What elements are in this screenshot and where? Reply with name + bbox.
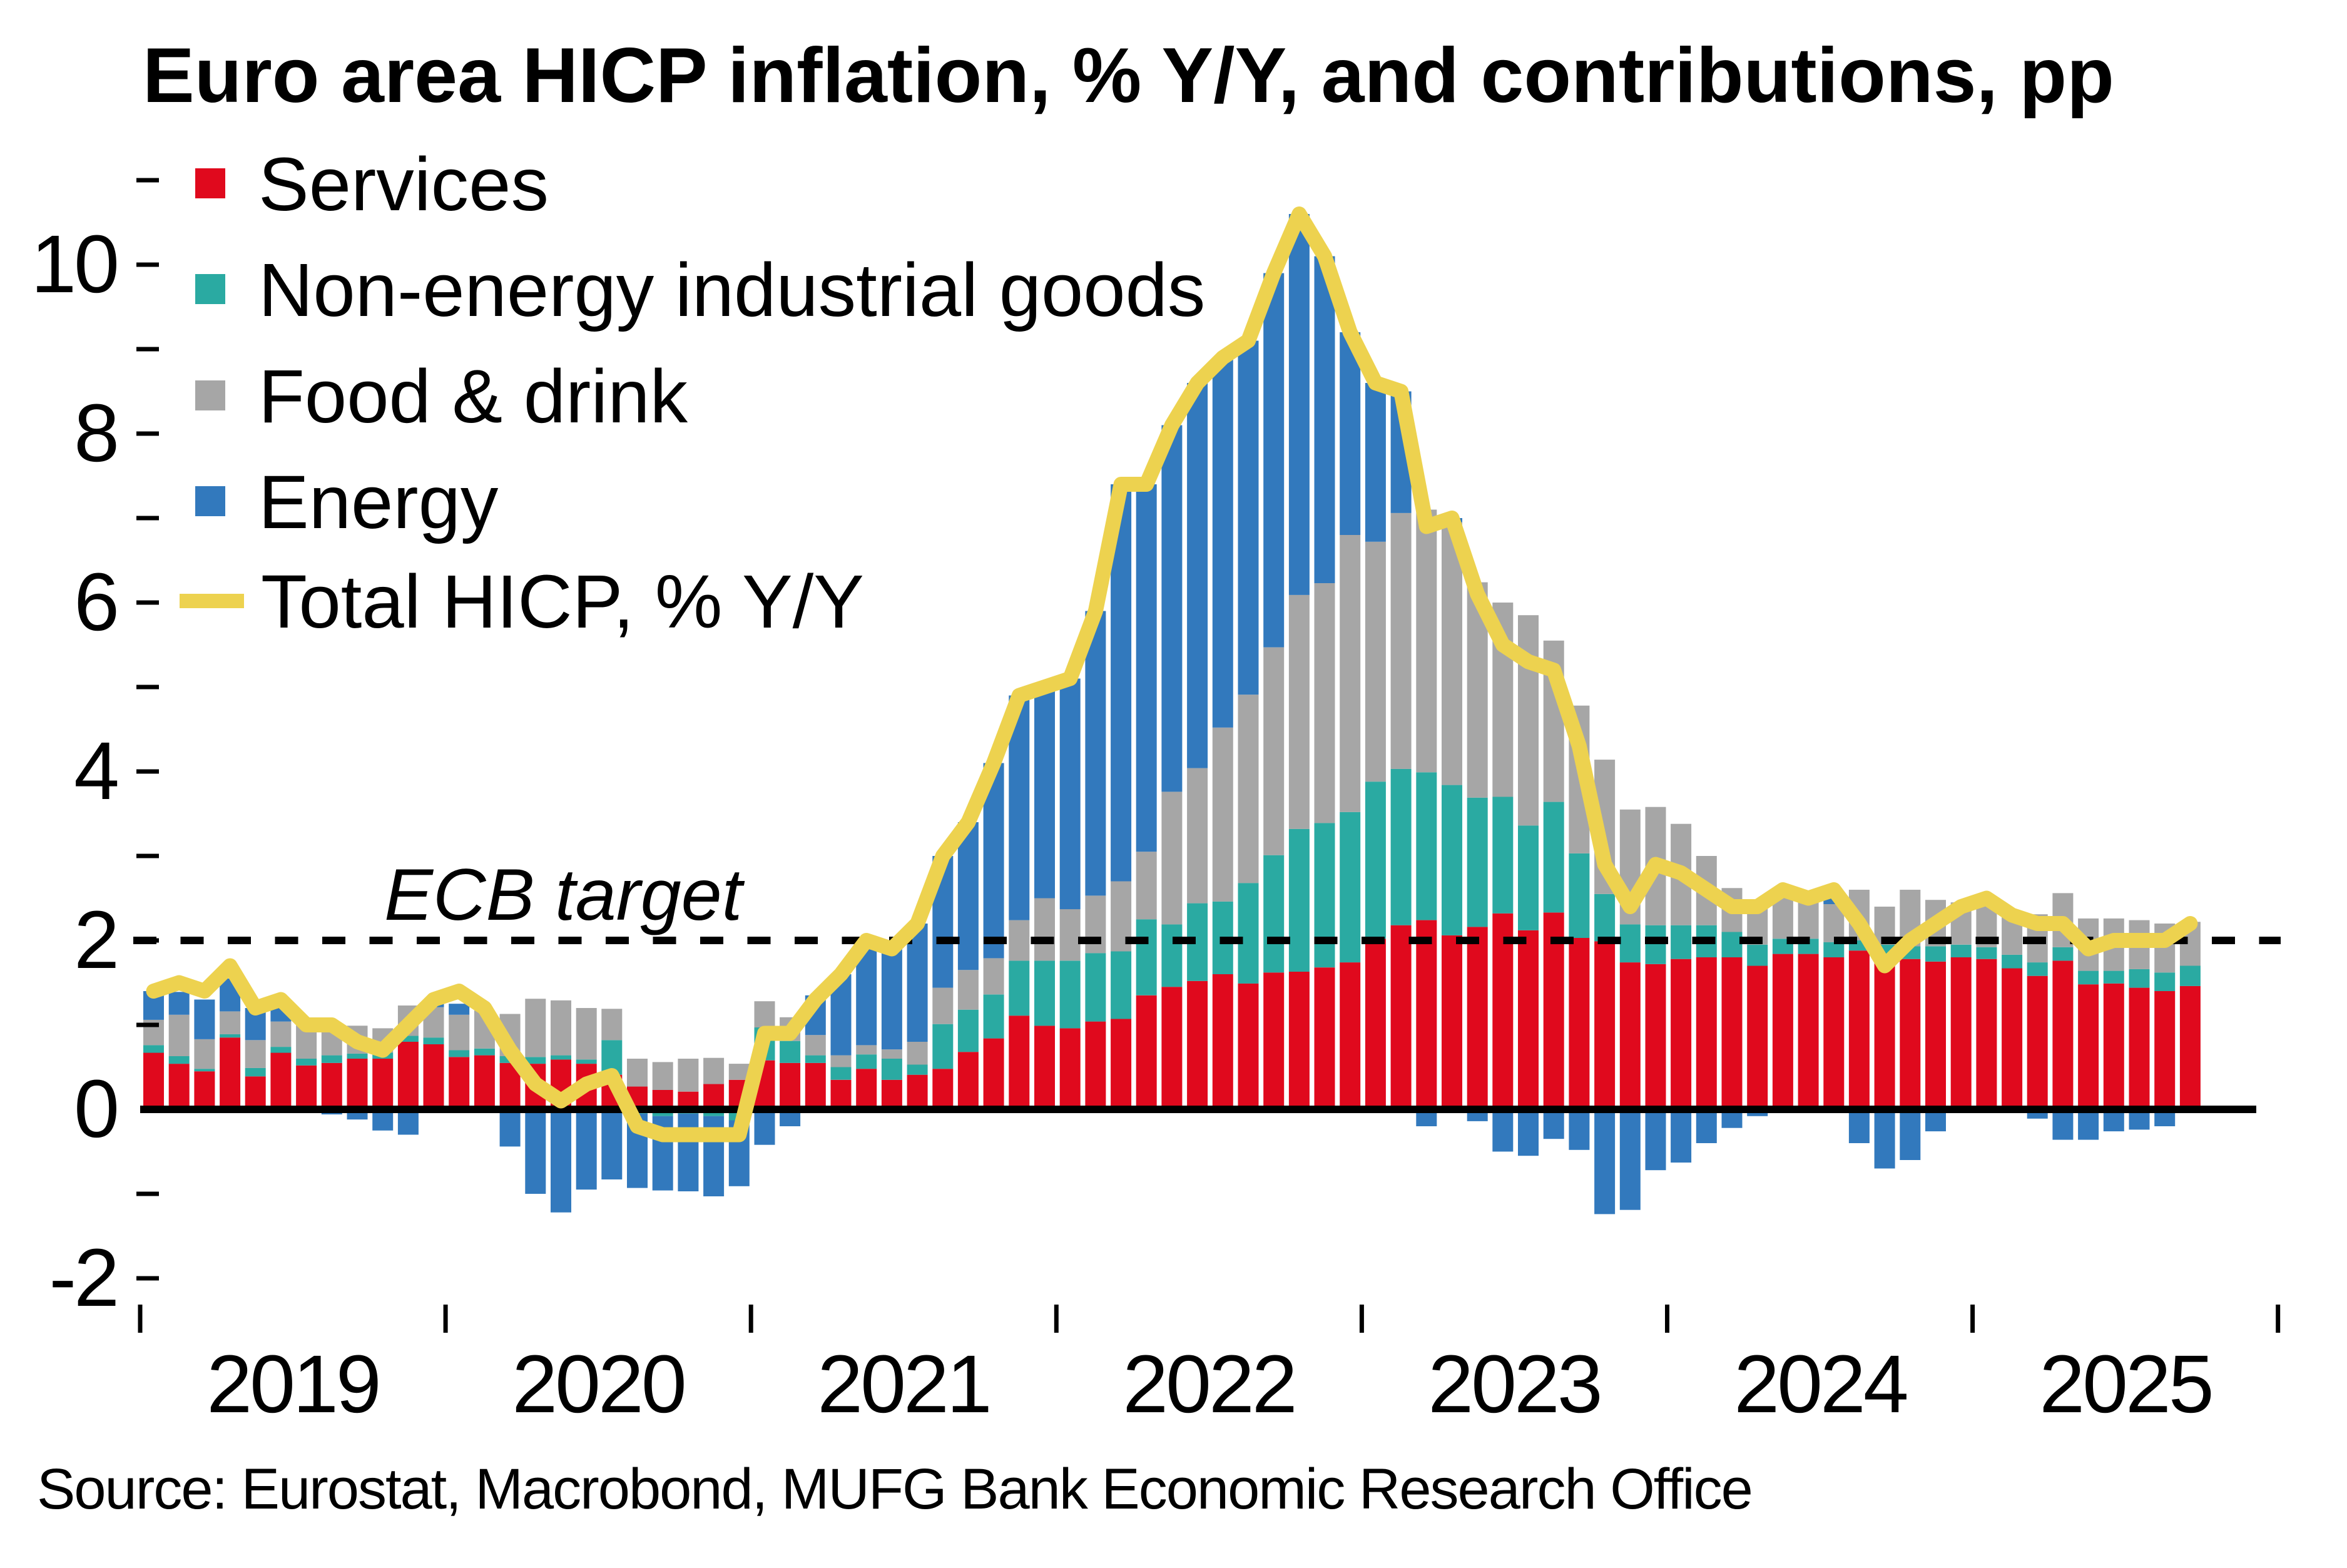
- svg-text:2024: 2024: [1734, 1338, 1907, 1430]
- svg-text:Services: Services: [258, 141, 549, 227]
- svg-text:2022: 2022: [1123, 1338, 1295, 1430]
- svg-text:2: 2: [74, 893, 117, 985]
- svg-text:2021: 2021: [817, 1338, 989, 1430]
- svg-text:2025: 2025: [2039, 1338, 2211, 1430]
- svg-text:ECB target: ECB target: [384, 853, 745, 935]
- svg-text:8: 8: [74, 387, 117, 479]
- svg-text:Source: Eurostat, Macrobond, M: Source: Eurostat, Macrobond, MUFG Bank E…: [37, 1457, 1752, 1521]
- svg-text:10: 10: [31, 218, 117, 310]
- svg-text:2019: 2019: [206, 1338, 379, 1430]
- svg-text:4: 4: [74, 725, 118, 817]
- svg-text:Euro area HICP inflation, % Y/: Euro area HICP inflation, % Y/Y, and con…: [143, 33, 2114, 119]
- svg-text:6: 6: [74, 556, 117, 648]
- svg-text:Non-energy industrial goods: Non-energy industrial goods: [258, 247, 1205, 332]
- svg-text:0: 0: [74, 1062, 117, 1154]
- svg-text:Total HICP, % Y/Y: Total HICP, % Y/Y: [261, 559, 864, 644]
- svg-text:Food & drink: Food & drink: [258, 354, 688, 439]
- svg-text:2020: 2020: [512, 1338, 684, 1430]
- svg-text:-2: -2: [49, 1231, 117, 1323]
- svg-text:Energy: Energy: [258, 459, 499, 544]
- svg-text:2023: 2023: [1428, 1338, 1600, 1430]
